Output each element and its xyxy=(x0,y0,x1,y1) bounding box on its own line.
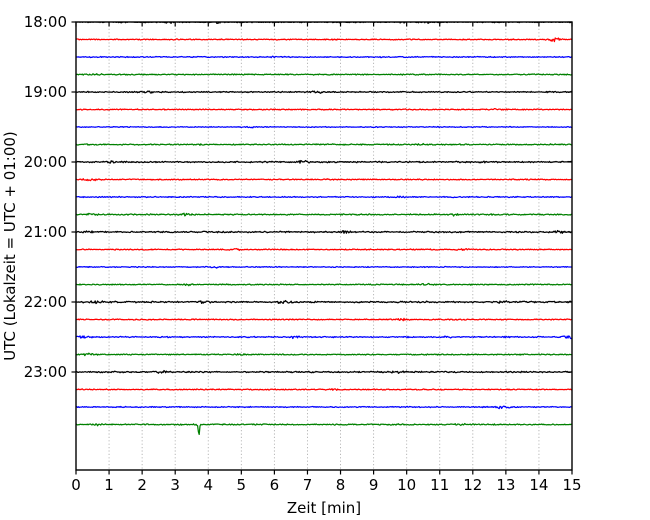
seismic-trace xyxy=(76,247,572,252)
x-tick-label: 12 xyxy=(463,476,482,494)
y-axis-label: UTC (Lokalzeit = UTC + 01:00) xyxy=(1,131,19,361)
x-tick-label: 14 xyxy=(529,476,548,494)
x-tick-label: 8 xyxy=(336,476,346,494)
seismic-trace xyxy=(76,107,572,111)
x-tick-label: 1 xyxy=(104,476,114,494)
x-tick-label: 6 xyxy=(270,476,280,494)
y-axis: 18:00 19:00 20:00 21:00 22:00 23:00 xyxy=(24,13,572,381)
seismic-trace xyxy=(76,282,572,287)
x-tick-label: 3 xyxy=(170,476,180,494)
seismic-trace xyxy=(76,335,572,340)
x-tick-label: 5 xyxy=(237,476,247,494)
seismic-trace xyxy=(76,229,572,234)
trace-group xyxy=(76,22,572,436)
seismic-trace xyxy=(76,212,572,217)
x-tick-label: 0 xyxy=(71,476,81,494)
axes-frame xyxy=(75,21,573,471)
seismic-trace xyxy=(76,178,572,182)
x-tick-label: 10 xyxy=(397,476,416,494)
seismic-trace xyxy=(76,159,572,164)
seismic-trace xyxy=(76,317,572,322)
plot-background xyxy=(76,22,572,470)
y-tick-label: 22:00 xyxy=(24,293,67,311)
seismic-trace xyxy=(76,125,572,129)
y-tick-label: 18:00 xyxy=(24,13,67,31)
seismic-trace xyxy=(76,90,572,94)
seismic-trace xyxy=(76,142,572,146)
seismic-trace xyxy=(76,405,572,410)
seismic-trace xyxy=(76,55,572,59)
y-tick-label: 23:00 xyxy=(24,363,67,381)
x-tick-label: 9 xyxy=(369,476,379,494)
y-tick-label: 20:00 xyxy=(24,153,67,171)
y-tick-label: 21:00 xyxy=(24,223,67,241)
seismic-trace xyxy=(76,299,572,305)
x-tick-label: 4 xyxy=(203,476,213,494)
x-tick-label: 2 xyxy=(137,476,147,494)
seismic-trace xyxy=(76,422,572,436)
seismic-trace xyxy=(76,73,572,76)
x-axis: 0 1 2 3 4 5 6 7 8 9 10 11 12 13 14 15 xyxy=(71,22,582,494)
seismic-trace xyxy=(76,37,572,43)
y-tick-label: 19:00 xyxy=(24,83,67,101)
seismic-trace xyxy=(76,265,572,269)
x-axis-label: Zeit [min] xyxy=(287,499,361,517)
x-tick-label: 11 xyxy=(430,476,449,494)
seismic-trace xyxy=(76,388,572,391)
x-tick-label: 7 xyxy=(303,476,313,494)
x-tick-label: 15 xyxy=(562,476,581,494)
seismic-trace xyxy=(76,369,572,374)
seismic-trace xyxy=(76,195,572,199)
seismic-trace xyxy=(76,352,572,357)
x-tick-label: 13 xyxy=(496,476,515,494)
